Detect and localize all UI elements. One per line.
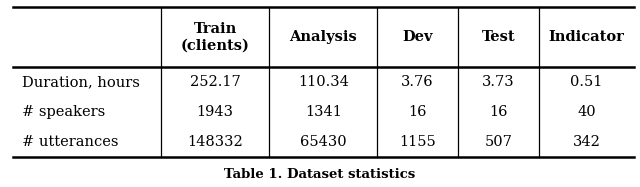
Text: 252.17: 252.17 [190, 75, 241, 89]
Text: Train
(clients): Train (clients) [180, 22, 250, 53]
Text: 507: 507 [484, 135, 513, 149]
Text: 1155: 1155 [399, 135, 436, 149]
Text: 3.73: 3.73 [483, 75, 515, 89]
Text: Duration, hours: Duration, hours [22, 75, 140, 89]
Text: 16: 16 [490, 105, 508, 119]
Text: 3.76: 3.76 [401, 75, 434, 89]
Text: Test: Test [482, 30, 515, 44]
Text: Indicator: Indicator [548, 30, 624, 44]
Text: 40: 40 [577, 105, 596, 119]
Text: 16: 16 [408, 105, 427, 119]
Text: # speakers: # speakers [22, 105, 106, 119]
Text: Table 1. Dataset statistics: Table 1. Dataset statistics [225, 168, 415, 181]
Text: 1341: 1341 [305, 105, 342, 119]
Text: 1943: 1943 [196, 105, 234, 119]
Text: 148332: 148332 [188, 135, 243, 149]
Text: Dev: Dev [403, 30, 433, 44]
Text: # utterances: # utterances [22, 135, 119, 149]
Text: 110.34: 110.34 [298, 75, 349, 89]
Text: Analysis: Analysis [289, 30, 357, 44]
Text: 0.51: 0.51 [570, 75, 602, 89]
Text: 342: 342 [572, 135, 600, 149]
Text: 65430: 65430 [300, 135, 346, 149]
